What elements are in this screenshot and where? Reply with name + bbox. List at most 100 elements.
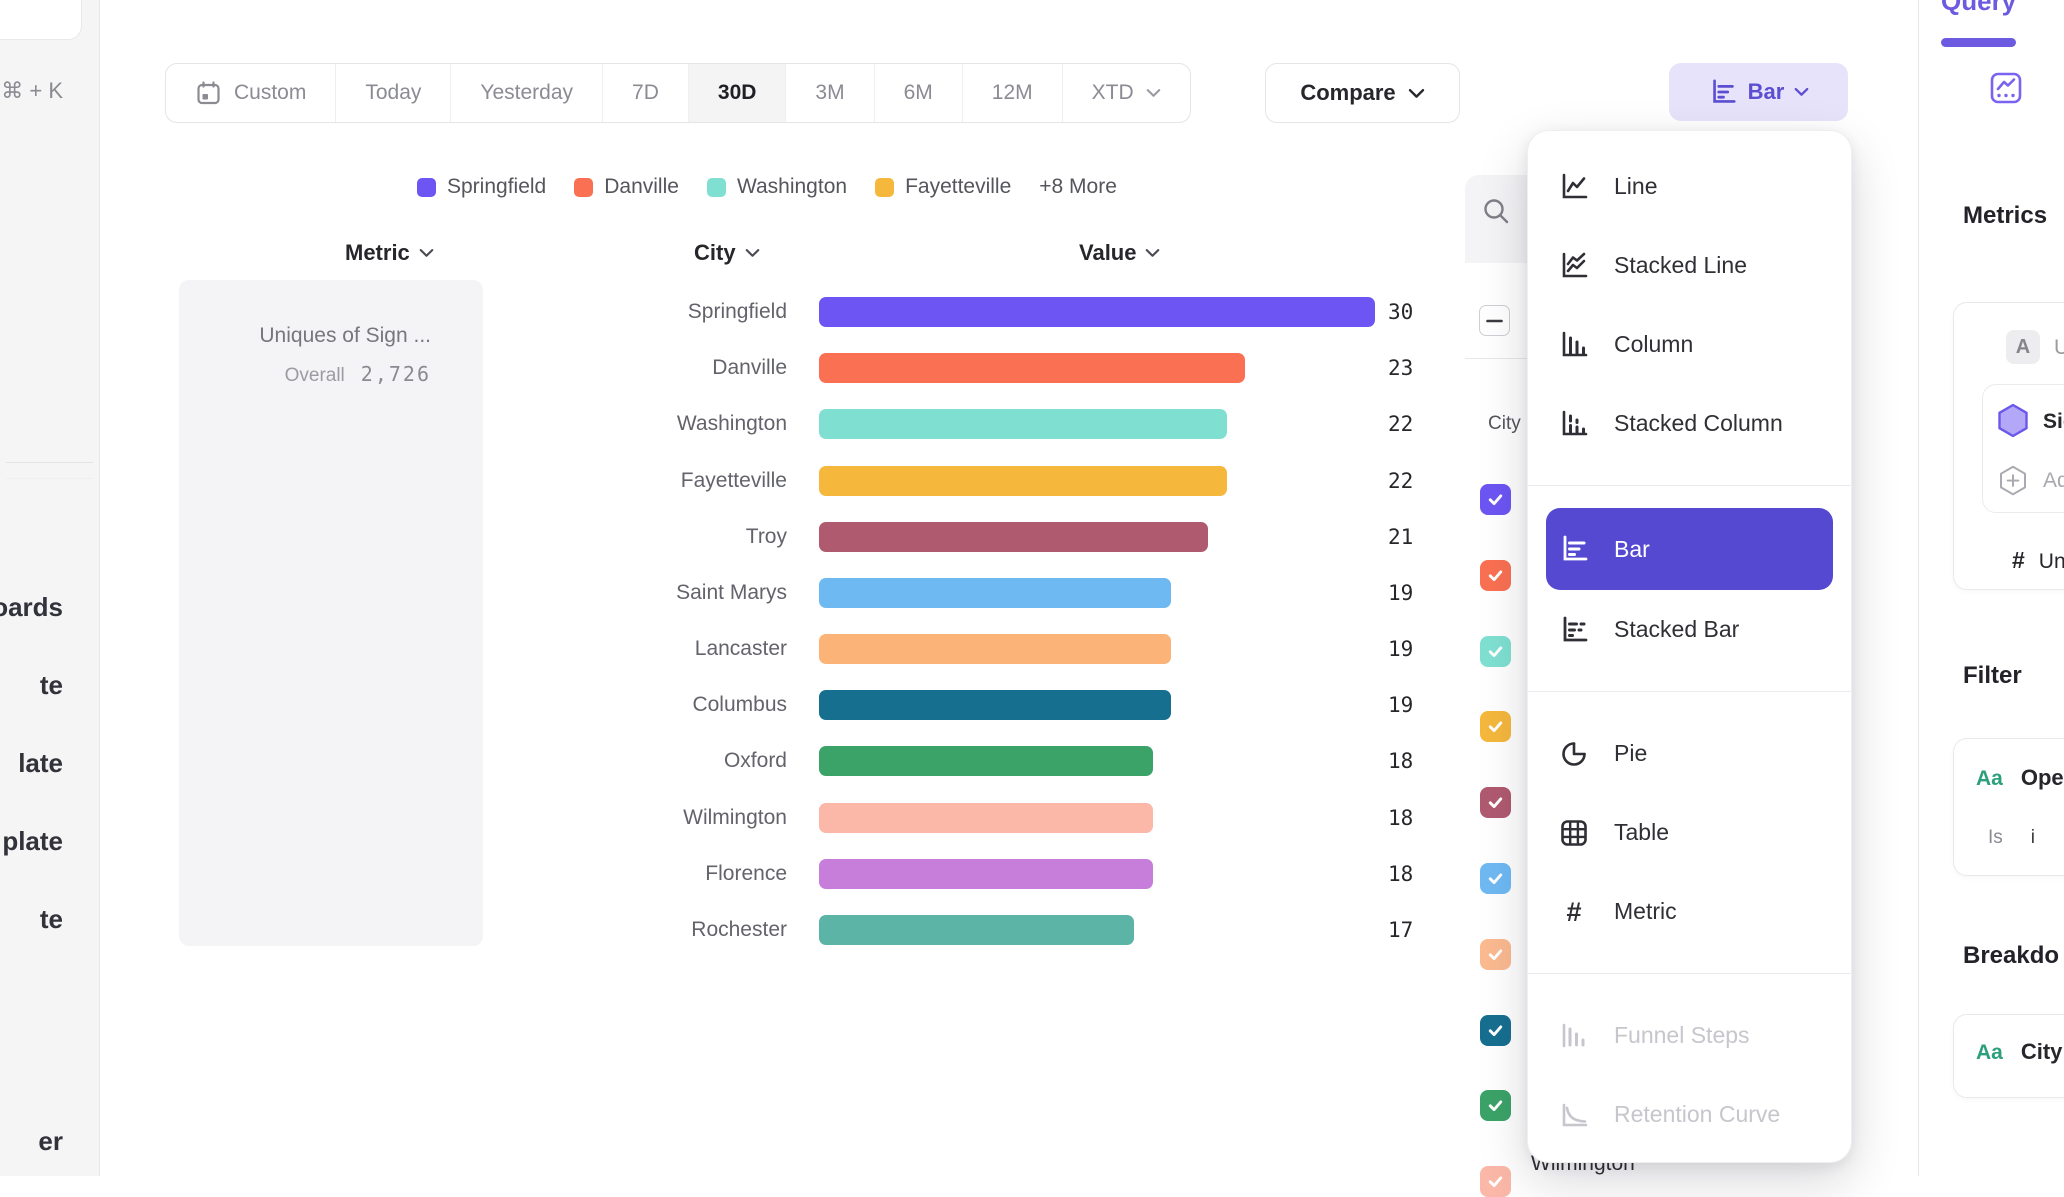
header-value[interactable]: Value: [1079, 240, 1160, 266]
menu-item-bar[interactable]: Bar: [1546, 508, 1833, 590]
breakdown-row-checkbox[interactable]: [1480, 939, 1511, 970]
date-range-30d[interactable]: 30D: [687, 64, 786, 122]
date-range-today[interactable]: Today: [335, 64, 450, 122]
menu-item-stacked-bar[interactable]: Stacked Bar: [1528, 590, 1851, 669]
sidebar-nav-item-fragment[interactable]: er: [38, 1126, 63, 1156]
measure-row[interactable]: # Uniqu: [2012, 547, 2064, 574]
property-type-icon: Aa: [1976, 767, 2003, 790]
menu-item-stacked-column[interactable]: Stacked Column: [1528, 384, 1851, 463]
date-range-label: 3M: [815, 81, 845, 104]
breakdown-row-checkbox[interactable]: [1480, 787, 1511, 818]
metric-definition-card[interactable]: A Uniq Sig Ad # Uniqu: [1953, 302, 2064, 590]
bar-category-label: Columbus: [692, 693, 787, 717]
header-metric[interactable]: Metric: [345, 240, 434, 266]
breakdown-row-checkbox[interactable]: [1480, 560, 1511, 591]
header-city[interactable]: City: [694, 240, 760, 266]
bar-segment[interactable]: [819, 577, 1171, 608]
date-range-segmented-control: Custom Today Yesterday 7D 30D 3M 6M 12M XTD: [165, 63, 1191, 123]
bar-value-label: 17: [1388, 917, 1414, 942]
legend-item-springfield[interactable]: Springfield: [417, 175, 546, 199]
bar-segment[interactable]: [819, 858, 1153, 889]
legend-swatch: [574, 177, 594, 197]
bar-row-rochester: Rochester 17: [0, 902, 1460, 958]
bar-segment[interactable]: [819, 465, 1227, 496]
date-range-6m[interactable]: 6M: [873, 64, 962, 122]
menu-item-metric[interactable]: # Metric: [1528, 872, 1851, 951]
active-tab-indicator: [1941, 38, 2016, 47]
sidebar-nav-item-fragment[interactable]: te: [39, 904, 63, 934]
compare-button[interactable]: Compare: [1265, 63, 1460, 123]
filter-condition-row[interactable]: Is i: [1988, 827, 2035, 849]
menu-item-label: Metric: [1614, 898, 1677, 924]
bar-segment[interactable]: [819, 634, 1171, 665]
chart-type-button[interactable]: Bar: [1669, 63, 1848, 121]
bar-chart-icon: [1708, 77, 1738, 107]
sidebar-nav-item-fragment[interactable]: oards: [0, 592, 63, 622]
bar-track: [819, 746, 1375, 777]
menu-item-label: Line: [1614, 173, 1658, 199]
bar-category-label: Oxford: [723, 749, 787, 773]
bar-segment[interactable]: [819, 746, 1153, 777]
filter-card[interactable]: Aa Ope Is i: [1953, 738, 2064, 876]
stacked-bar-chart-icon: [1558, 614, 1590, 646]
filter-property-name: Ope: [2020, 765, 2064, 790]
date-range-custom[interactable]: Custom: [166, 64, 335, 122]
select-all-checkbox-indeterminate[interactable]: [1479, 305, 1510, 336]
bar-segment[interactable]: [819, 521, 1208, 552]
breakdown-row-checkbox[interactable]: [1480, 636, 1511, 667]
metrics-heading: Metrics: [1963, 202, 2048, 229]
menu-item-funnel-steps: Funnel Steps: [1528, 996, 1851, 1075]
date-range-7d[interactable]: 7D: [602, 64, 688, 122]
date-range-label: 6M: [903, 81, 933, 104]
bar-segment[interactable]: [819, 353, 1245, 384]
breakdown-card[interactable]: Aa City: [1953, 1014, 2064, 1098]
chart-preview-icon[interactable]: [1989, 71, 2023, 105]
legend-item-washington[interactable]: Washington: [706, 175, 847, 199]
date-range-yesterday[interactable]: Yesterday: [450, 64, 602, 122]
header-value-label: Value: [1079, 240, 1137, 265]
legend-item-danville[interactable]: Danville: [574, 175, 679, 199]
bar-segment[interactable]: [819, 914, 1134, 945]
breakdown-row-checkbox[interactable]: [1480, 863, 1511, 894]
menu-item-label: Bar: [1614, 535, 1650, 562]
event-card[interactable]: Sig Ad: [1982, 384, 2064, 513]
menu-item-pie[interactable]: Pie: [1528, 714, 1851, 793]
breakdown-search-header: [1465, 175, 1527, 263]
tab-query[interactable]: Query: [1941, 0, 2017, 16]
bar-segment[interactable]: [819, 409, 1227, 440]
search-icon[interactable]: [1481, 196, 1511, 226]
date-range-3m[interactable]: 3M: [785, 64, 873, 122]
breakdown-row-checkbox[interactable]: [1480, 1015, 1511, 1046]
legend-item-fayetteville[interactable]: Fayetteville: [875, 175, 1011, 199]
bar-category-label: Washington: [676, 412, 787, 436]
metric-summary-card[interactable]: Uniques of Sign ... Overall 2,726: [179, 280, 483, 946]
breakdown-row-checkbox[interactable]: [1480, 484, 1511, 515]
menu-item-stacked-line[interactable]: Stacked Line: [1528, 226, 1851, 305]
date-range-label: 12M: [991, 81, 1033, 104]
breakdown-row-checkbox[interactable]: [1480, 711, 1511, 742]
legend-more-button[interactable]: +8 More: [1039, 175, 1117, 198]
breakdown-row-checkbox[interactable]: [1480, 1090, 1511, 1121]
menu-item-label: Funnel Steps: [1614, 1022, 1750, 1048]
hash-icon: #: [2012, 547, 2025, 573]
date-range-xtd[interactable]: XTD: [1061, 64, 1190, 122]
bar-segment[interactable]: [819, 690, 1171, 721]
breakdown-property-row: Aa City: [1976, 1039, 2062, 1065]
bar-value-label: 19: [1388, 580, 1414, 605]
menu-item-line[interactable]: Line: [1528, 147, 1851, 226]
query-panel: Query Metrics A Uniq Sig Ad # Uniqu Filt…: [1918, 0, 2064, 1176]
bar-segment[interactable]: [819, 297, 1375, 327]
sidebar-nav-item-fragment[interactable]: plate: [2, 826, 63, 856]
add-event-hexagon-icon[interactable]: [1997, 464, 2029, 498]
breakdown-row-checkbox[interactable]: [1480, 1166, 1511, 1197]
chevron-down-icon: [1145, 248, 1160, 258]
menu-item-table[interactable]: Table: [1528, 793, 1851, 872]
sidebar-search-box[interactable]: [0, 0, 82, 40]
bar-segment[interactable]: [819, 802, 1153, 833]
bar-track: [819, 802, 1375, 833]
sidebar-nav-item-fragment[interactable]: late: [18, 748, 63, 778]
menu-item-column[interactable]: Column: [1528, 305, 1851, 384]
sidebar-nav-item-fragment[interactable]: te: [39, 670, 63, 700]
event-hexagon-icon: [1995, 402, 2031, 440]
date-range-12m[interactable]: 12M: [961, 64, 1062, 122]
